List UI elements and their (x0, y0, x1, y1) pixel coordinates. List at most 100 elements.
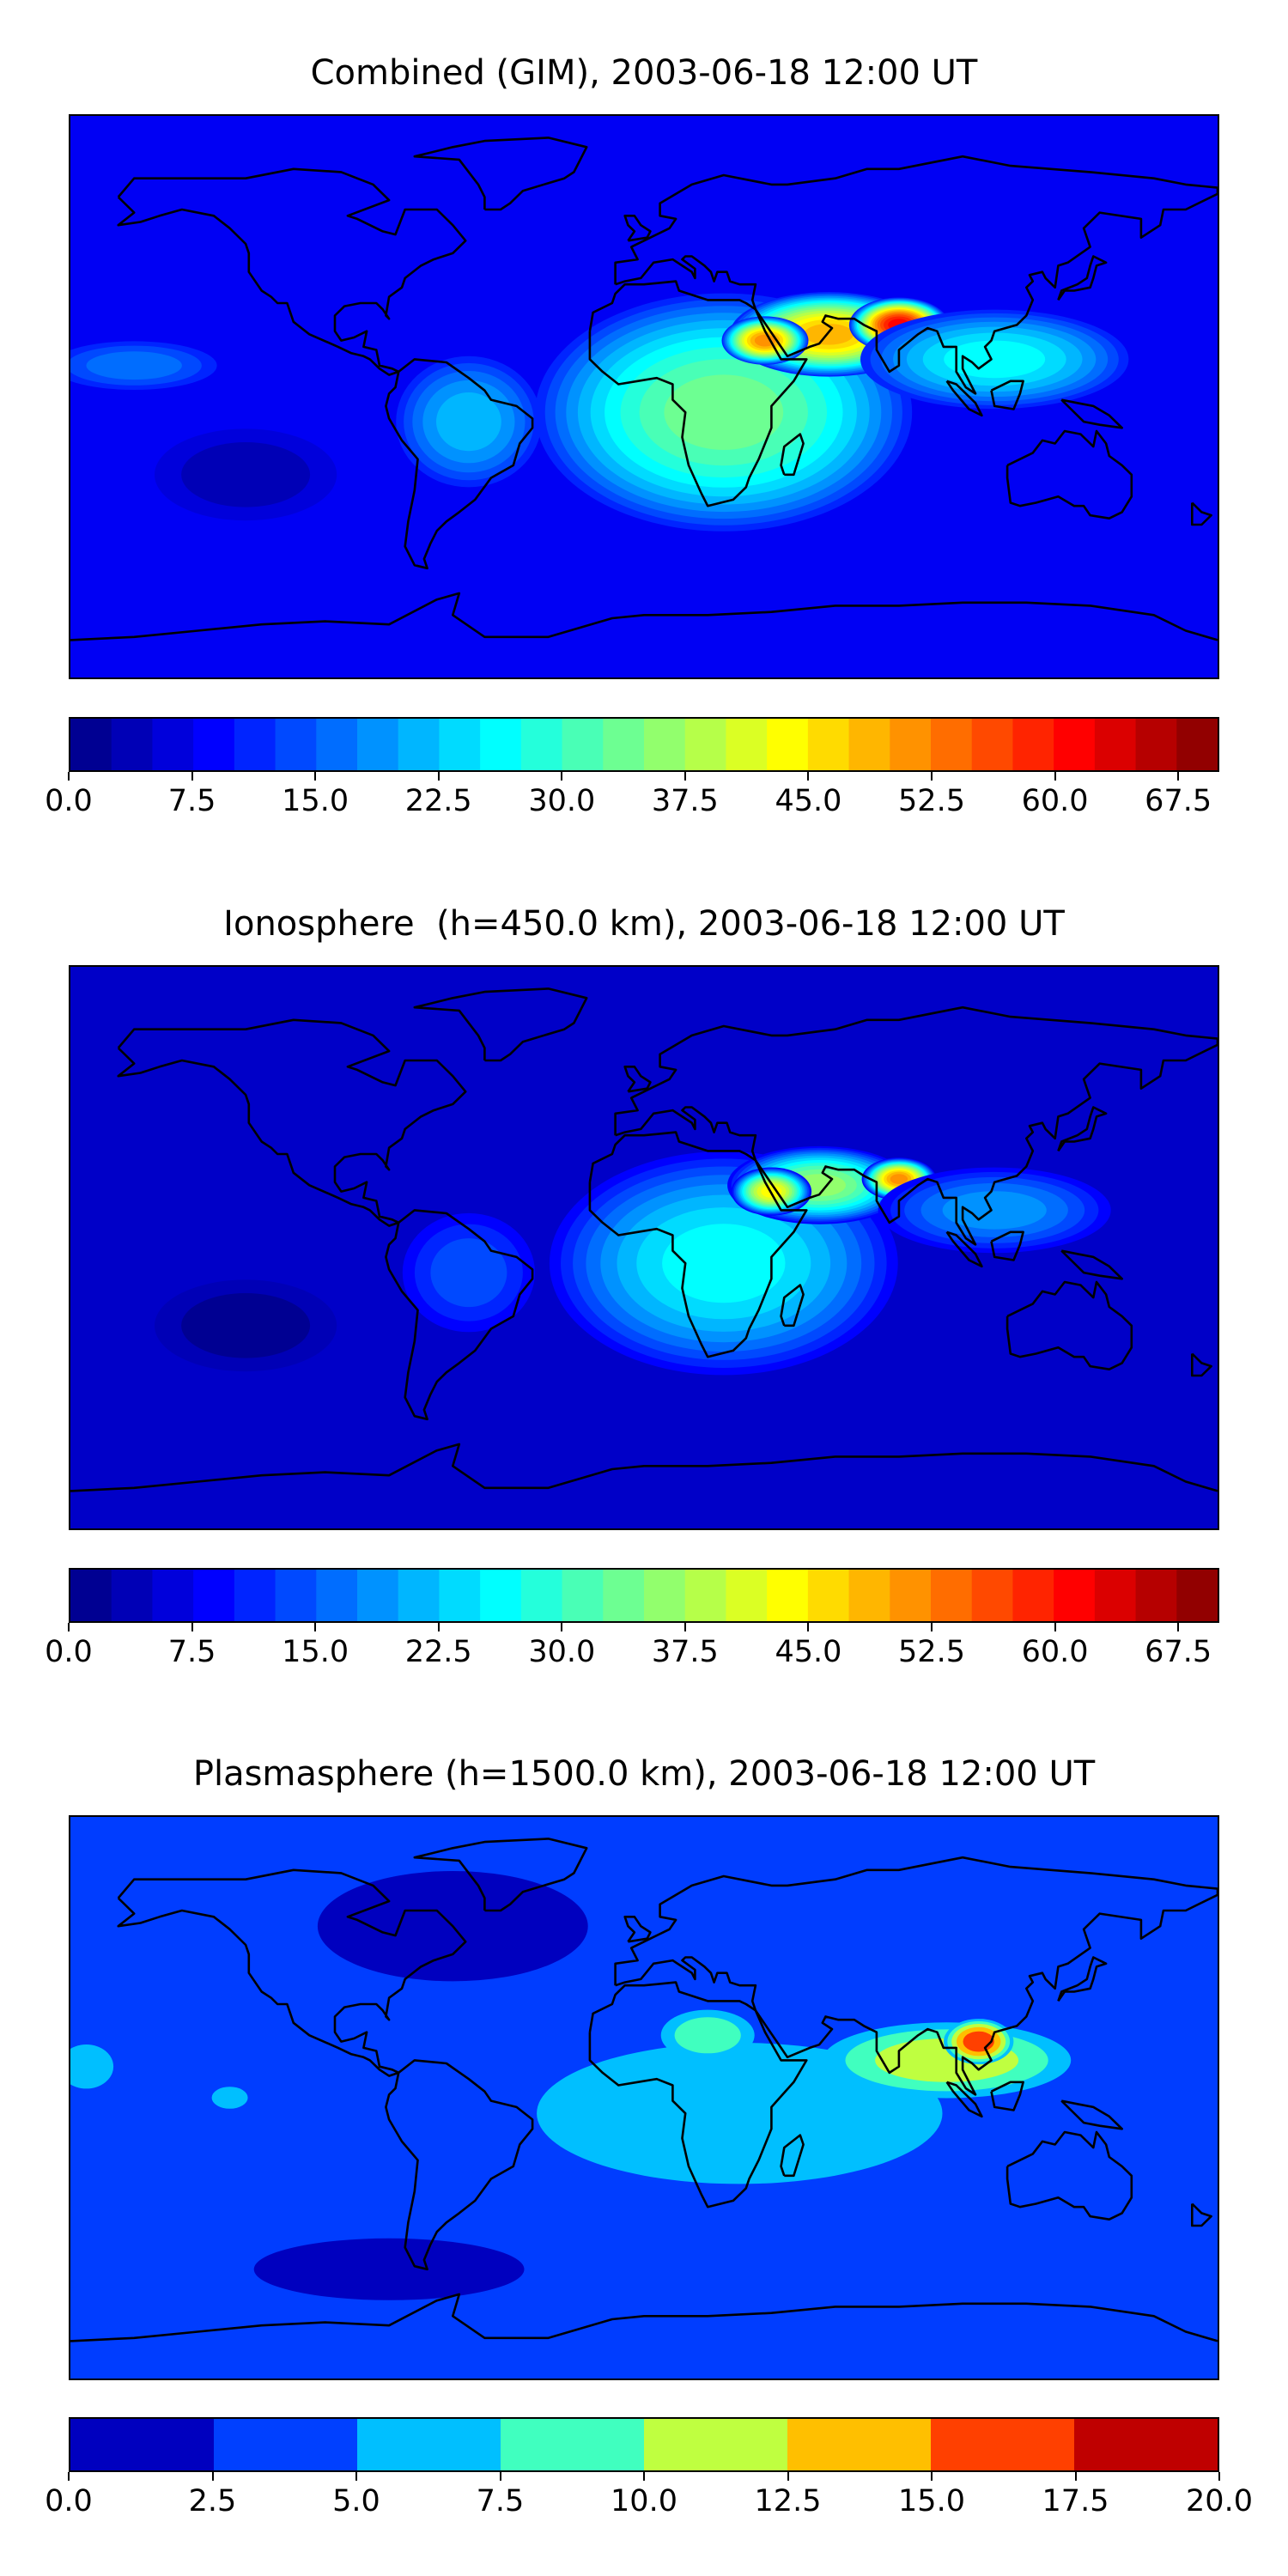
colorbar-segment (480, 719, 522, 770)
contour-band (430, 1238, 507, 1308)
contour-band (662, 1224, 786, 1303)
colorbar-combined (69, 717, 1219, 772)
colorbar-segment (931, 1570, 973, 1621)
colorbar-tick-mark (437, 772, 440, 781)
colorbar-segment (1094, 719, 1137, 770)
colorbar-tick-mark (1218, 2472, 1220, 2481)
coastline-antarctica (70, 592, 1218, 641)
colorbar-tick-label: 7.5 (167, 784, 216, 818)
colorbar-tick-mark (683, 1623, 686, 1631)
contour-band (890, 1174, 908, 1184)
colorbar-tick-label: 37.5 (651, 784, 719, 818)
contour-feature (660, 2009, 755, 2061)
colorbar-tick-mark (683, 772, 686, 781)
coastline-sumatra (945, 380, 983, 417)
contour-feature (155, 1279, 337, 1372)
colorbar-tick-mark (314, 1623, 317, 1631)
colorbar-segment (931, 2419, 1075, 2470)
coastline-borneo (990, 380, 1024, 410)
contour-feature (70, 341, 217, 390)
panel-title-ionosphere: Ionosphere (h=450.0 km), 2003-06-18 12:0… (223, 904, 1065, 944)
colorbar-tick-mark (191, 772, 193, 781)
contour-feature (70, 2044, 114, 2089)
colorbar-segment (1054, 1570, 1096, 1621)
colorbar-segment (644, 2419, 788, 2470)
colorbar-tick-label: 22.5 (404, 1635, 472, 1669)
colorbar-tick-label: 20.0 (1186, 2484, 1253, 2518)
coastline-eurasia (614, 1856, 1218, 2096)
contour-band (944, 340, 1046, 379)
map-svg-ionosphere (70, 967, 1218, 1528)
colorbar-segment (152, 719, 194, 770)
colorbar-segment (398, 1570, 440, 1621)
colorbar-tick-label: 45.0 (775, 784, 842, 818)
colorbar-segment (111, 1570, 154, 1621)
colorbar-segment (848, 1570, 890, 1621)
panel-title-combined: Combined (GIM), 2003-06-18 12:00 UT (310, 53, 978, 93)
colorbar-segment (807, 1570, 850, 1621)
colorbar-segment (316, 719, 358, 770)
map-svg-plasmasphere (70, 1817, 1218, 2379)
colorbar-tick-mark (931, 2472, 933, 2481)
colorbar-segment (193, 1570, 235, 1621)
contour-band (70, 2044, 114, 2089)
colorbar-segment (357, 719, 399, 770)
colorbar-segment (1012, 719, 1054, 770)
colorbar-segment (1176, 719, 1218, 770)
colorbar-tick-mark (1054, 1623, 1056, 1631)
colorbar-tick-label: 15.0 (282, 784, 349, 818)
coastline-greatbritain (623, 1066, 652, 1093)
contour-band (86, 351, 182, 380)
colorbar-segment (971, 1570, 1014, 1621)
colorbar-segment (439, 719, 481, 770)
contour-feature (944, 2019, 1014, 2065)
coastline-samerica (385, 2059, 534, 2271)
coastline-eurasia (614, 155, 1218, 395)
colorbar-tick-label: 45.0 (775, 1635, 842, 1669)
panel-title-plasmasphere: Plasmasphere (h=1500.0 km), 2003-06-18 1… (192, 1754, 1096, 1794)
colorbar-segment (562, 1570, 604, 1621)
colorbar-segment (767, 1570, 809, 1621)
colorbar-tick-label: 67.5 (1145, 1635, 1212, 1669)
colorbar-segment (357, 2419, 501, 2470)
colorbar-ticks-plasmasphere: 0.0 2.5 5.0 7.5 10.0 12.5 15.0 17.5 20.0 (45, 2472, 1253, 2524)
coastline-namerica (117, 1018, 467, 1227)
coastline-sumatra (945, 2081, 983, 2118)
colorbar-segment (971, 719, 1014, 770)
coastline-africa (588, 1131, 808, 1358)
colorbar-tick-label: 0.0 (45, 1635, 93, 1669)
coastline-japan (1057, 255, 1108, 301)
colorbar-segment (1054, 719, 1096, 770)
colorbar-tick-mark (931, 1623, 933, 1631)
colorbar-segment (931, 719, 973, 770)
coastline-sumatra (945, 1230, 983, 1268)
coastlines (70, 137, 1218, 641)
contour-band (942, 1191, 1047, 1230)
colorbar-tick-mark (211, 2472, 214, 2481)
contour-feature (860, 309, 1129, 410)
colorbar-segment (1012, 1570, 1054, 1621)
colorbar-segment (562, 719, 604, 770)
colorbar-tick-mark (931, 772, 933, 781)
colorbar-segment (603, 719, 645, 770)
colorbar-segment (890, 719, 932, 770)
colorbar-segment (807, 719, 850, 770)
coastlines (70, 1838, 1218, 2342)
colorbar-segment (684, 1570, 727, 1621)
contour-band (664, 374, 784, 450)
coastline-samerica (385, 1209, 534, 1421)
colorbar-tick-mark (787, 2472, 789, 2481)
coastline-eurasia (614, 1005, 1218, 1246)
colorbar-segment (726, 1570, 768, 1621)
colorbar-segment (890, 1570, 932, 1621)
contour-band (211, 2087, 248, 2109)
colorbar-segment (275, 719, 317, 770)
colorbar-segment (70, 719, 112, 770)
contour-band (754, 334, 776, 347)
coastline-namerica (117, 167, 467, 376)
colorbar-tick-label: 17.5 (1042, 2484, 1109, 2518)
contour-feature (878, 1167, 1111, 1254)
coastline-greenland (413, 137, 588, 211)
contour-feature (402, 1212, 535, 1333)
coastline-australia (1005, 1280, 1133, 1371)
